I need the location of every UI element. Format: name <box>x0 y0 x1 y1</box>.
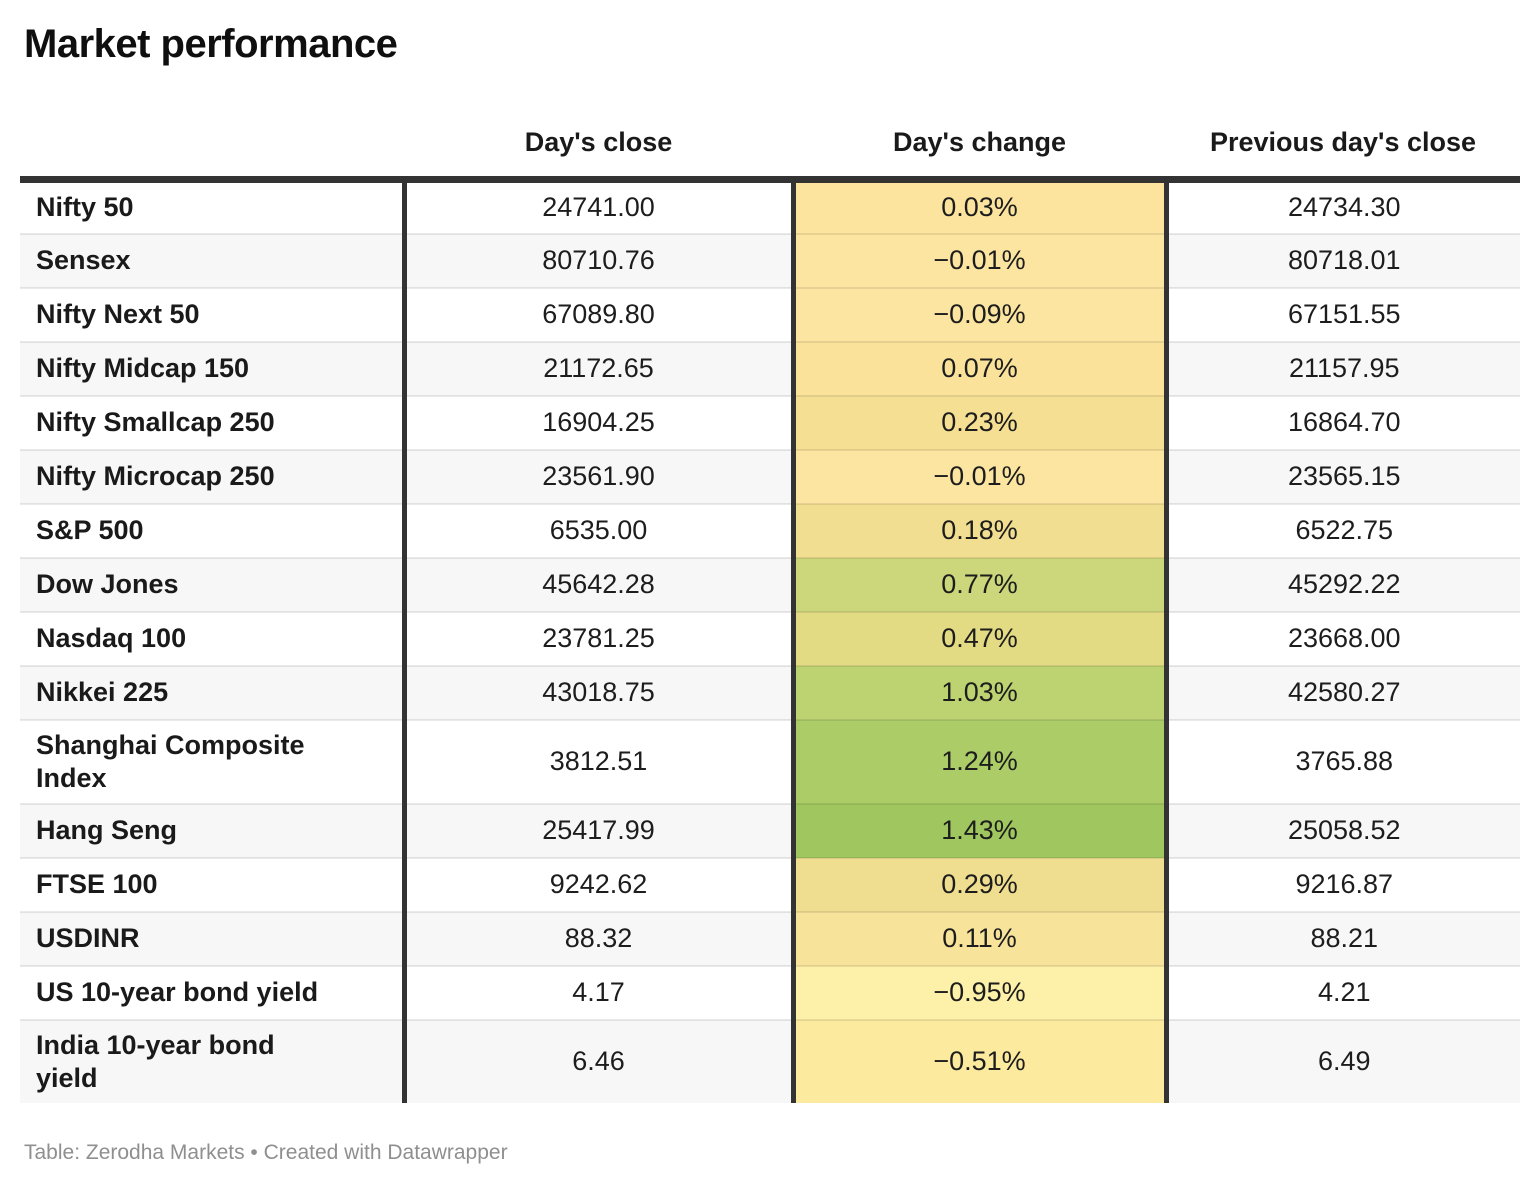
days-close-cell: 80710.76 <box>404 232 793 288</box>
table-row: FTSE 100 9242.62 0.29% 9216.87 <box>20 856 1520 912</box>
market-performance-page: Market performance Day's close Day's cha… <box>0 22 1540 1186</box>
table-row: Dow Jones 45642.28 0.77% 45292.22 <box>20 556 1520 612</box>
table-row: Nifty Midcap 150 21172.65 0.07% 21157.95 <box>20 340 1520 396</box>
table-row: USDINR 88.32 0.11% 88.21 <box>20 910 1520 966</box>
row-label: Nasdaq 100 <box>20 610 407 666</box>
days-change-cell: −0.01% <box>790 232 1169 288</box>
days-change-cell: 0.47% <box>790 610 1169 666</box>
days-change-cell: 0.23% <box>790 394 1169 450</box>
days-change-cell: 0.77% <box>790 556 1169 612</box>
table-row: Nifty Microcap 250 23561.90 −0.01% 23565.15 <box>20 448 1520 504</box>
days-change-cell: −0.01% <box>790 448 1169 504</box>
days-close-cell: 43018.75 <box>404 664 793 720</box>
previous-days-close-cell: 16864.70 <box>1166 394 1520 450</box>
days-close-cell: 9242.62 <box>404 856 793 912</box>
days-change-cell: −0.09% <box>790 286 1169 342</box>
column-header-days-close: Day's close <box>404 67 793 183</box>
table-row: Sensex 80710.76 −0.01% 80718.01 <box>20 232 1520 288</box>
days-change-cell: 0.29% <box>790 856 1169 912</box>
row-label: Hang Seng <box>20 802 407 858</box>
days-change-cell: −0.51% <box>790 1018 1169 1103</box>
row-label: Nifty 50 <box>20 179 407 234</box>
days-change-cell: 0.03% <box>790 179 1169 234</box>
previous-days-close-cell: 25058.52 <box>1166 802 1520 858</box>
days-close-cell: 21172.65 <box>404 340 793 396</box>
previous-days-close-cell: 45292.22 <box>1166 556 1520 612</box>
previous-days-close-cell: 23668.00 <box>1166 610 1520 666</box>
row-label: Dow Jones <box>20 556 407 612</box>
days-close-cell: 24741.00 <box>542 192 655 223</box>
previous-days-close-cell: 80718.01 <box>1166 232 1520 288</box>
row-label: Nikkei 225 <box>20 664 407 720</box>
previous-days-close-cell: 3765.88 <box>1166 718 1520 804</box>
table-row: Nasdaq 100 23781.25 0.47% 23668.00 <box>20 610 1520 666</box>
days-close-cell: 45642.28 <box>404 556 793 612</box>
column-header-days-change: Day's change <box>793 67 1166 183</box>
page-title: Market performance <box>24 22 398 66</box>
previous-days-close-cell: 4.21 <box>1166 964 1520 1020</box>
attribution-footer: Table: Zerodha Markets • Created with Da… <box>24 1140 508 1164</box>
previous-days-close-cell: 42580.27 <box>1166 664 1520 720</box>
column-header-previous-days-close: Previous day's close <box>1166 67 1520 183</box>
column-header-label <box>20 67 404 183</box>
header-row: Day's close Day's change Previous day's … <box>20 67 1520 183</box>
days-close-cell: 6535.00 <box>404 502 793 558</box>
days-close-cell: 16904.25 <box>404 394 793 450</box>
previous-days-close-cell: 9216.87 <box>1166 856 1520 912</box>
market-performance-table: Day's close Day's change Previous day's … <box>20 67 1520 1103</box>
days-close-cell: 23561.90 <box>404 448 793 504</box>
days-change-cell: 0.07% <box>790 340 1169 396</box>
days-close-cell: 23781.25 <box>404 610 793 666</box>
days-close-cell: 3812.51 <box>404 718 793 804</box>
previous-days-close-cell: 67151.55 <box>1166 286 1520 342</box>
days-change-cell: 0.18% <box>790 502 1169 558</box>
previous-days-close-cell: 21157.95 <box>1166 340 1520 396</box>
row-label: S&P 500 <box>20 502 407 558</box>
previous-days-close-cell: 88.21 <box>1166 910 1520 966</box>
days-close-cell: 4.17 <box>404 964 793 1020</box>
row-label: Nifty Smallcap 250 <box>20 394 407 450</box>
row-label: Sensex <box>20 232 407 288</box>
table-row: Nikkei 225 43018.75 1.03% 42580.27 <box>20 664 1520 720</box>
days-change-cell: 0.11% <box>790 910 1169 966</box>
row-label: FTSE 100 <box>20 856 407 912</box>
days-close-cell: 88.32 <box>404 910 793 966</box>
days-change-cell: 1.43% <box>790 802 1169 858</box>
row-label: USDINR <box>20 910 407 966</box>
row-label: India 10-year bond yield <box>20 1018 407 1103</box>
days-close-cell: 67089.80 <box>404 286 793 342</box>
days-change-cell: −0.95% <box>790 964 1169 1020</box>
table-row: US 10-year bond yield 4.17 −0.95% 4.21 <box>20 964 1520 1020</box>
previous-days-close-cell: 24734.30 <box>1287 192 1401 223</box>
table-row: India 10-year bond yield 6.46 −0.51% 6.49 <box>20 1018 1520 1103</box>
table-row: Shanghai Composite Index 3812.51 1.24% 3765… <box>20 718 1520 804</box>
days-close-cell: 25417.99 <box>404 802 793 858</box>
row-label: Shanghai Composite Index <box>20 718 407 804</box>
row-label: Nifty Microcap 250 <box>20 448 407 504</box>
previous-days-close-cell: 23565.15 <box>1166 448 1520 504</box>
table-row: Nifty 50 24741.00 0.03% 24734.30 <box>20 179 1520 234</box>
table-row: Hang Seng 25417.99 1.43% 25058.52 <box>20 802 1520 858</box>
days-change-cell: 1.24% <box>790 718 1169 804</box>
table-row: Nifty Next 50 67089.80 −0.09% 67151.55 <box>20 286 1520 342</box>
days-close-cell: 6.46 <box>404 1018 793 1103</box>
previous-days-close-cell: 6.49 <box>1166 1018 1520 1103</box>
table-body: Nifty 50 24741.00 0.03% 24734.30 Sensex 80710… <box>20 179 1520 1103</box>
table-row: S&P 500 6535.00 0.18% 6522.75 <box>20 502 1520 558</box>
previous-days-close-cell: 6522.75 <box>1166 502 1520 558</box>
row-label: US 10-year bond yield <box>20 964 407 1020</box>
days-change-cell: 1.03% <box>790 664 1169 720</box>
row-label: Nifty Midcap 150 <box>20 340 407 396</box>
table-row: Nifty Smallcap 250 16904.25 0.23% 16864.70 <box>20 394 1520 450</box>
row-label: Nifty Next 50 <box>20 286 407 342</box>
